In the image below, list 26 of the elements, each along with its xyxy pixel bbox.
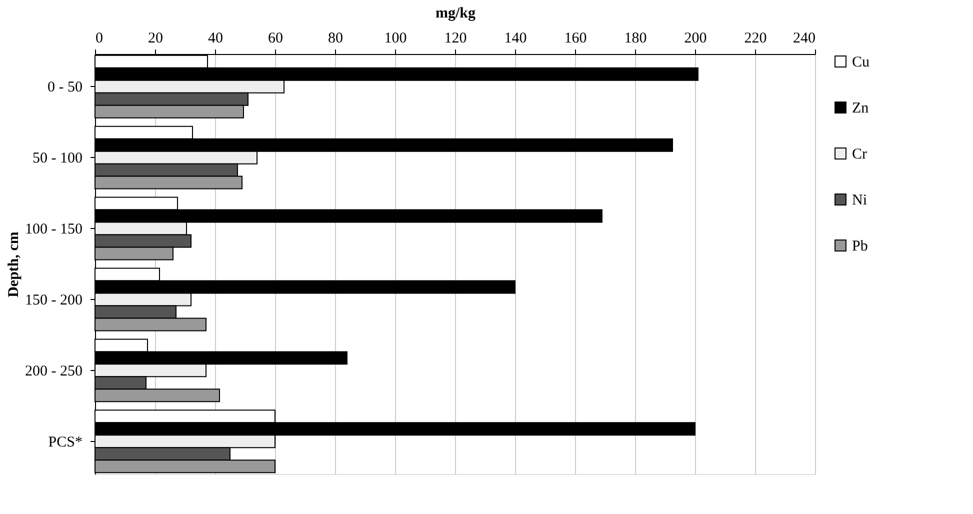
x-tick-label: 140 — [504, 30, 527, 46]
legend-label: Ni — [852, 192, 867, 208]
y-tick-label: 0 - 50 — [48, 80, 82, 96]
x-tick-label: 220 — [744, 30, 767, 46]
x-tick-label: 80 — [328, 30, 343, 46]
x-tick-label: 60 — [268, 30, 283, 46]
y-tick-label: 200 - 250 — [25, 363, 82, 380]
legend-label: Pb — [852, 238, 868, 254]
x-tick-label: 160 — [564, 30, 587, 46]
x-tick-label: 0 — [96, 30, 103, 46]
y-tick-label: 100 - 150 — [25, 222, 82, 238]
x-tick-label: 240 — [793, 30, 816, 46]
y-axis-title: Depth, cm — [6, 231, 22, 298]
y-tick-label: 50 - 100 — [32, 150, 82, 167]
legend-label: Cu — [852, 54, 870, 70]
y-tick-label: PCS* — [48, 434, 82, 450]
x-tick-label: 20 — [148, 30, 163, 46]
x-axis-title: mg/kg — [435, 6, 476, 22]
legend-label: Cr — [852, 146, 868, 162]
x-tick-label: 100 — [384, 30, 407, 46]
x-tick-label: 40 — [208, 30, 223, 46]
legend-label: Zn — [852, 100, 870, 116]
x-tick-label: 180 — [624, 30, 647, 46]
x-tick-label: 120 — [444, 30, 467, 46]
y-tick-label: 150 - 200 — [25, 292, 82, 308]
x-tick-label: 200 — [684, 30, 707, 46]
